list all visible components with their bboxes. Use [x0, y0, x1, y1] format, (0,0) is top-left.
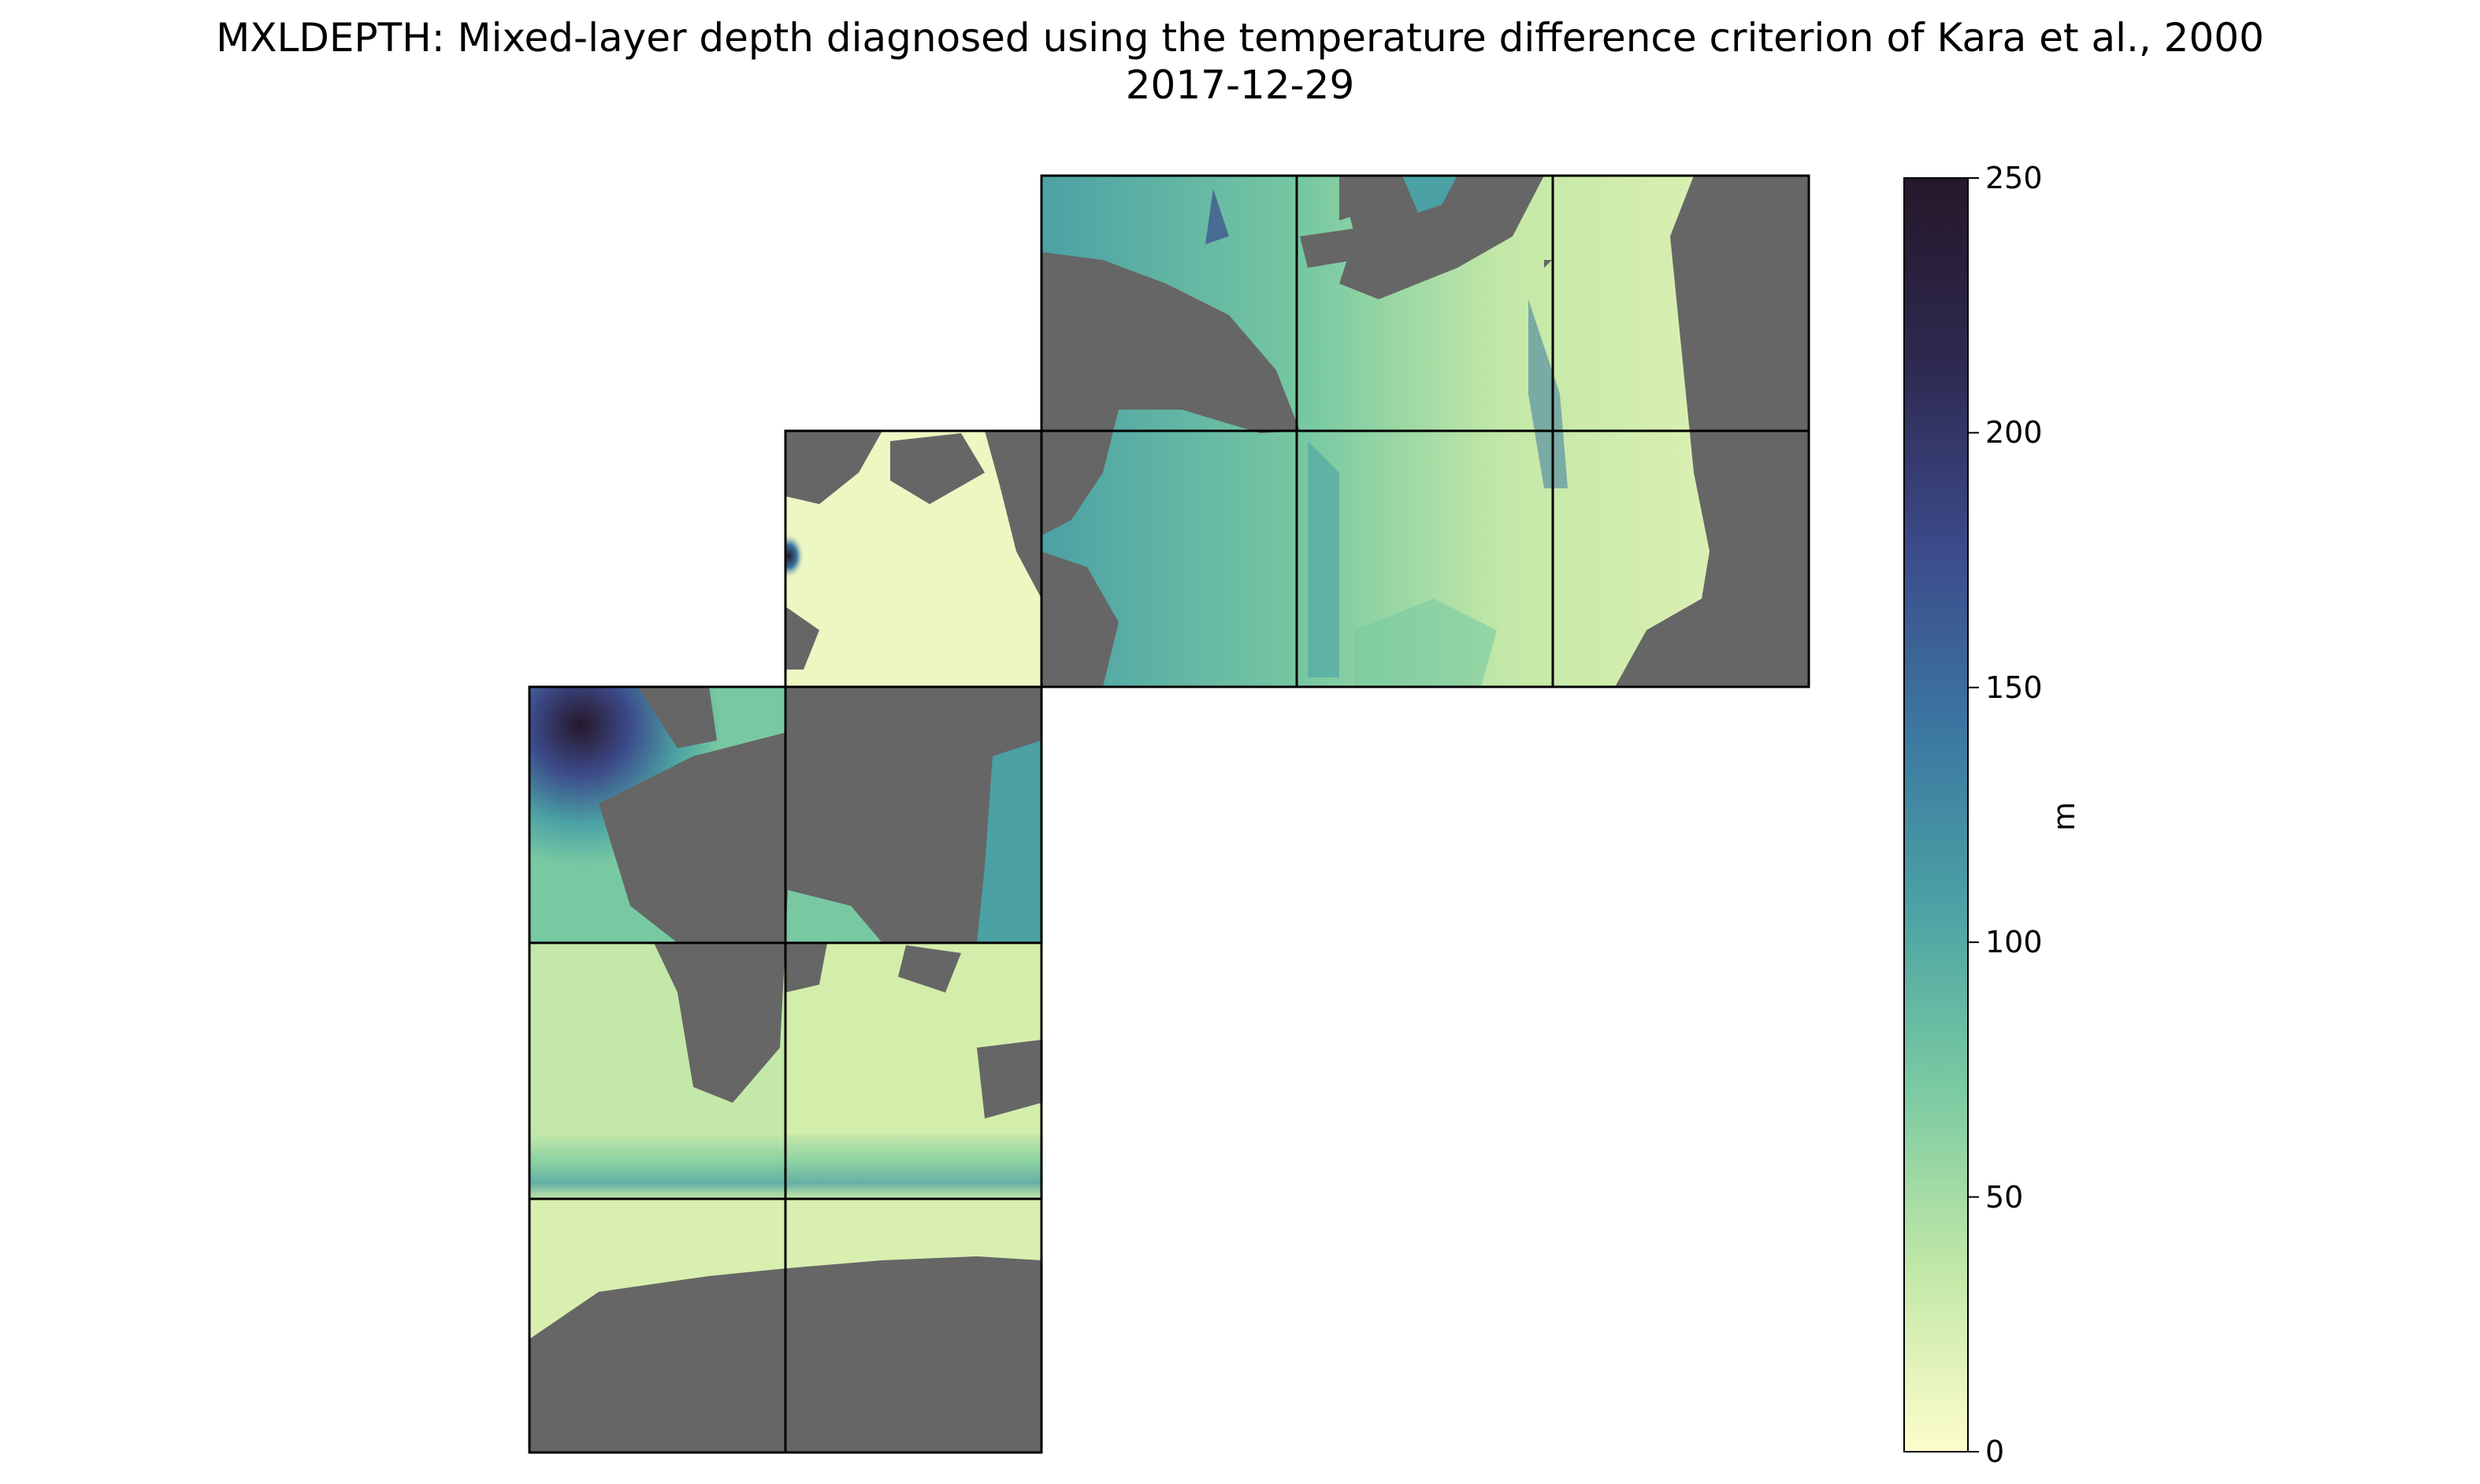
colorbar-tick-label-250: 250: [1985, 161, 2043, 195]
colorbar-tick-label-200: 200: [1985, 415, 2043, 451]
facet-block-atlantic: [529, 687, 1041, 1452]
colorbar-tick-label-0: 0: [1985, 1434, 2005, 1469]
colorbar-ticks: [1968, 177, 1979, 1452]
tile-grid: [528, 174, 1810, 1454]
colorbar: [1903, 177, 1979, 1452]
facet-block-arctic: [785, 431, 1041, 687]
plot-title: MXLDEPTH: Mixed-layer depth diagnosed us…: [216, 15, 2264, 61]
colorbar-units-label: m: [2047, 801, 2081, 831]
colorbar-tick-label-100: 100: [1985, 925, 2043, 960]
colorbar-tick-label-50: 50: [1985, 1179, 2024, 1215]
plot-subtitle: 2017-12-29: [1125, 62, 1355, 108]
colorbar-tick-label-150: 150: [1985, 670, 2043, 705]
colorbar-gradient: [1903, 177, 1969, 1452]
